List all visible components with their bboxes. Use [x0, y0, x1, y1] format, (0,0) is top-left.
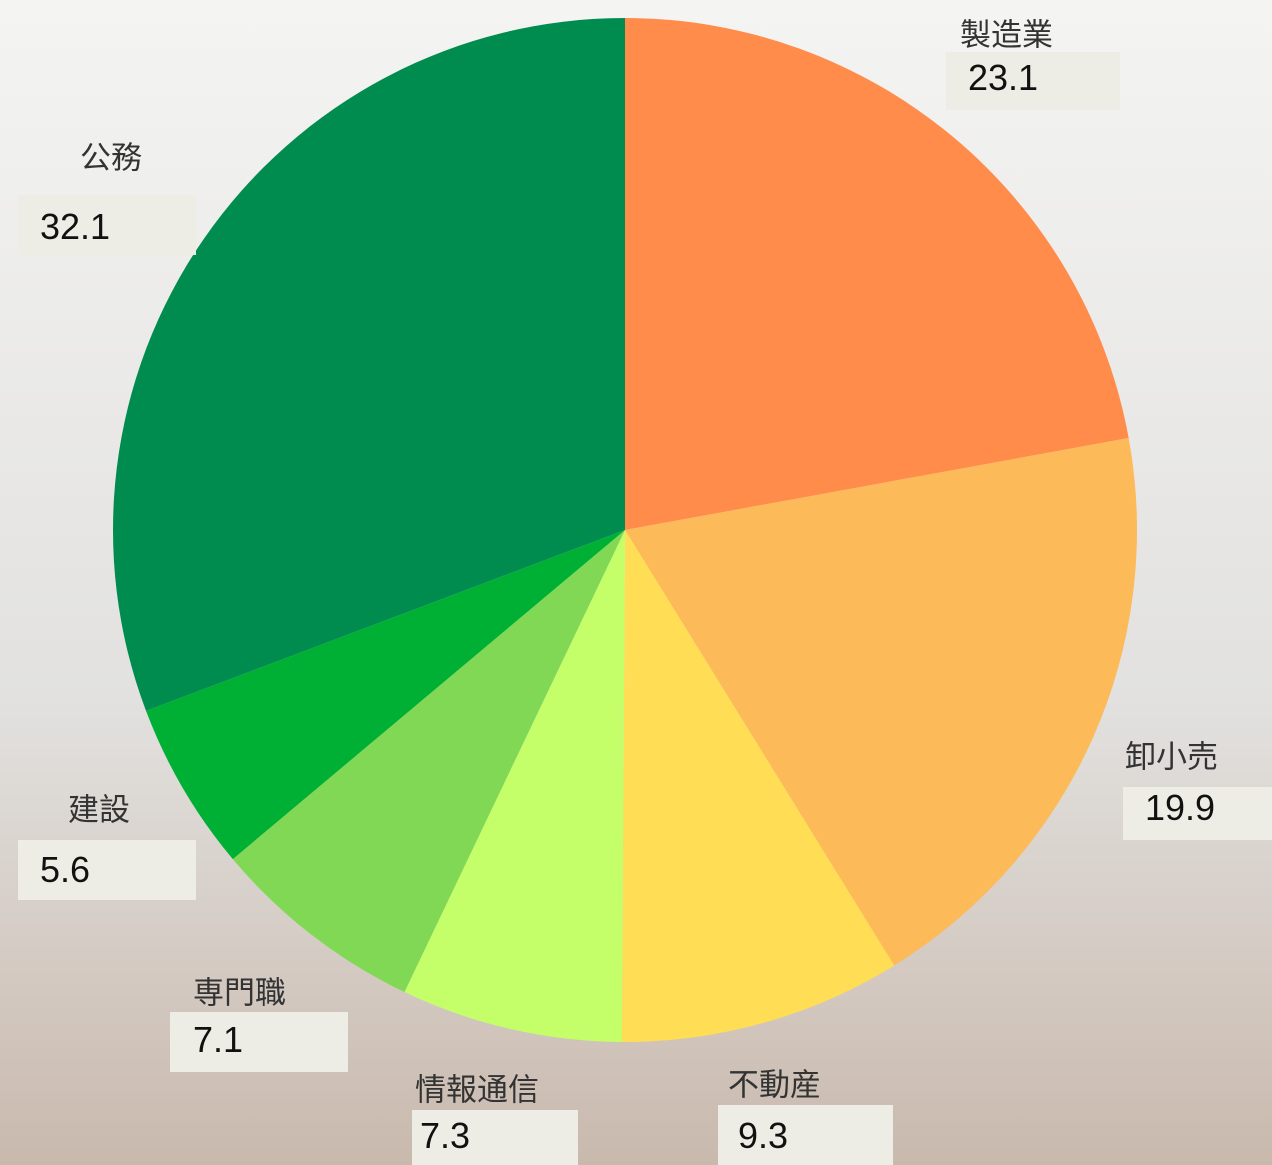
value-label: 5.6	[40, 849, 90, 890]
category-label: 卸小売	[1125, 740, 1218, 776]
category-label: 建設	[68, 793, 130, 829]
value-label: 9.3	[738, 1115, 788, 1156]
value-label: 23.1	[968, 57, 1038, 98]
value-label: 7.3	[420, 1115, 470, 1156]
value-label: 19.9	[1145, 787, 1215, 828]
category-label: 不動産	[728, 1068, 821, 1104]
value-label: 32.1	[40, 206, 110, 247]
chart: 製造業23.1 卸小売 19.9 不動産 9.3 情報通信 7.3 専門職 7.1 建設 5.6 公務…	[0, 0, 1272, 1165]
category-label: 情報通信	[415, 1073, 539, 1109]
category-label: 専門職	[193, 976, 286, 1012]
pie	[113, 18, 1137, 1042]
category-label: 公務	[80, 141, 142, 177]
category-label: 製造業	[960, 18, 1053, 54]
value-label: 7.1	[193, 1019, 243, 1060]
